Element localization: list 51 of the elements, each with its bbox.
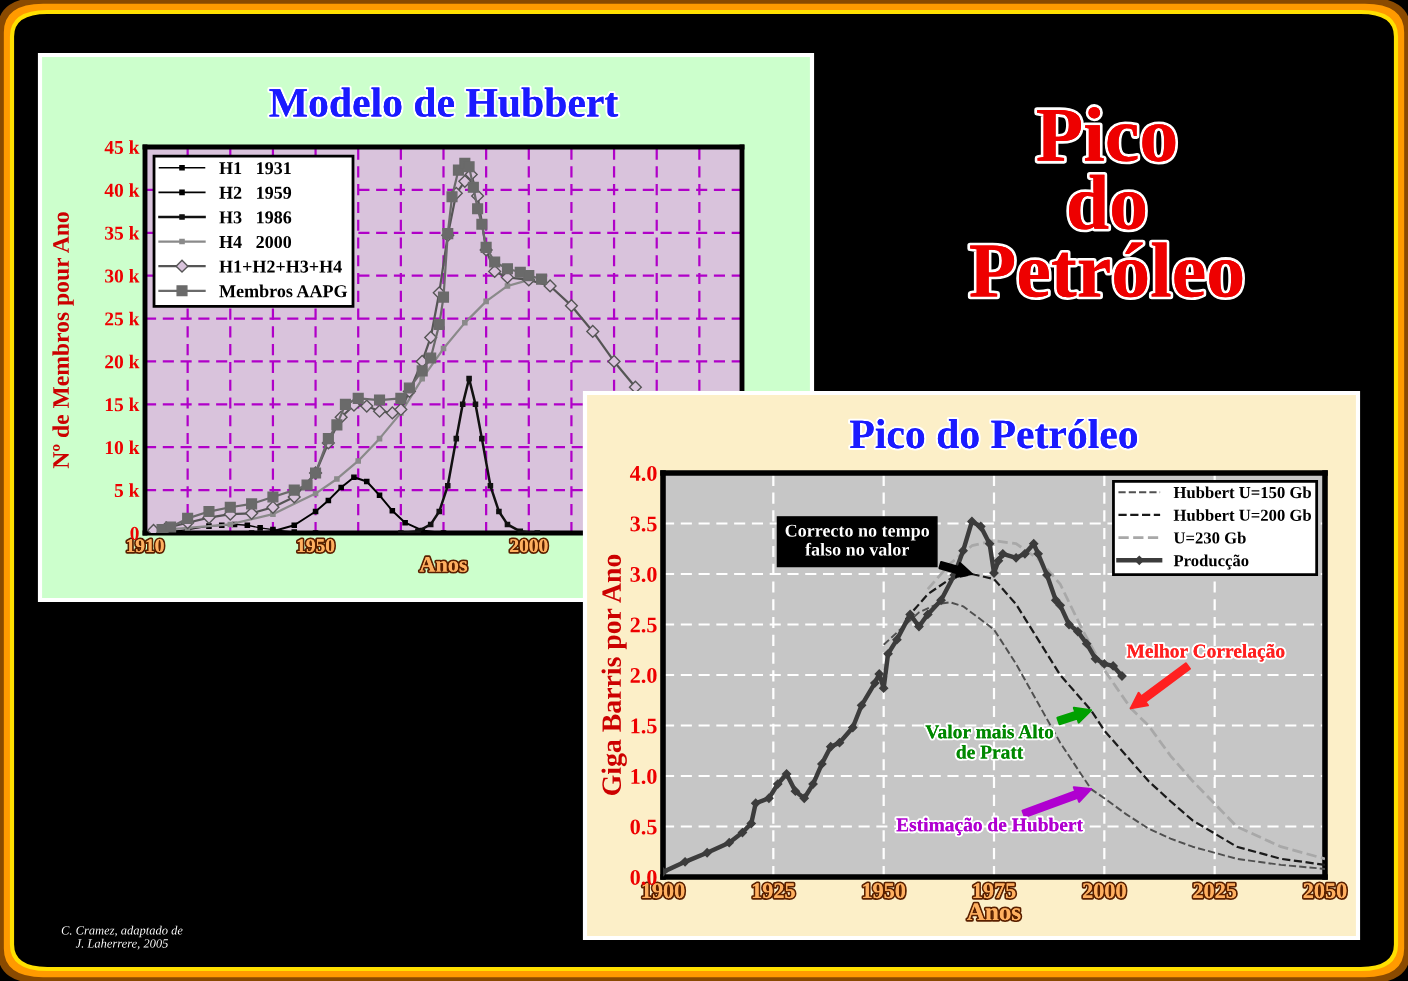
annotation: Melhor Correlação [1126,643,1285,662]
x-tick-label: 1975 [973,883,1016,899]
text: C. Cramez, adaptado de J. Laherrere, 2005 [61,925,183,950]
legend-label: Producção [1173,554,1249,570]
legend-label: Hubbert U=150 Gb [1173,486,1311,499]
y-tick-label: 15 k [105,397,140,412]
legend-label: H1 1931 [219,162,291,175]
x-tick-label: 2000 [510,539,548,553]
x-tick-label: 2050 [1303,883,1347,899]
y-tick-label: 25 k [105,311,140,326]
y-tick-label: 0.0 [630,869,657,886]
x-tick-label: 1950 [863,883,906,899]
y-tick-label: 30 k [105,268,140,283]
annotation: Valor mais Alto de Pratt [925,724,1054,759]
y-tick-label: 4.0 [629,465,657,482]
y-tick-label: 10 k [105,440,140,455]
x-tick-label: 1910 [127,539,164,553]
y-tick-label: 35 k [105,226,140,240]
x-axis-title: Anos [419,556,468,572]
y-tick-label: 2.0 [630,667,657,684]
legend-label: H2 1959 [219,186,292,199]
x-tick-label: 2025 [1193,883,1237,899]
y-tick-label: 3.0 [630,566,657,583]
y-tick-label: 1.0 [631,768,657,785]
legend-label: U=230 Gb [1173,531,1246,544]
y-tick-label: 0 [130,526,139,540]
annotation: Correcto no tempo falso no valor [785,524,930,556]
x-tick-label: 1950 [297,539,335,553]
legend-label: Hubbert U=200 Gb [1173,509,1311,521]
y-tick-label: 1.5 [631,718,657,734]
legend-label: H4 2000 [219,235,292,249]
legend-label: H1+H2+H3+H4 [219,260,342,273]
chart-title: Modelo de Hubbert [269,87,619,117]
y-tick-label: 0.5 [630,819,657,835]
y-tick-label: 3.5 [630,516,657,532]
x-tick-label: 1900 [642,883,685,899]
legend-label: Membros AAPG [219,284,348,298]
annotation: Estimação de Hubbert [896,817,1083,836]
y-tick-label: 20 k [105,354,140,369]
x-tick-label: 2000 [1083,883,1126,899]
chart-title: Pico do Petróleo [850,419,1138,449]
legend-label: H3 1986 [219,211,292,224]
y-tick-label: 40 k [104,183,140,197]
y-tick-label: 2.5 [630,617,657,633]
text: Pico do Petróleo [970,106,1243,298]
y-axis-title: Nº de Membros pour Ano [52,212,74,469]
y-axis-title: Giga Barris por Ano [601,554,627,795]
x-tick-label: 1925 [752,883,795,899]
y-tick-label: 45 k [104,140,140,154]
x-axis-title: Anos [967,903,1021,921]
y-tick-label: 5 k [114,483,140,498]
